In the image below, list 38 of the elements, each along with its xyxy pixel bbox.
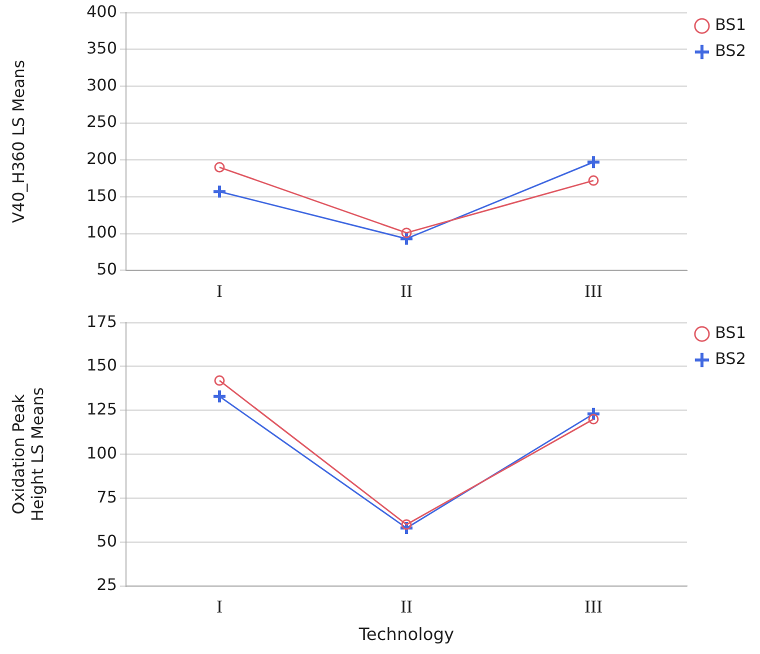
y-tick-label: 100 xyxy=(86,222,117,242)
y-tick-label: 150 xyxy=(86,186,117,205)
point xyxy=(212,388,227,404)
point xyxy=(212,184,227,200)
y-tick-label: 175 xyxy=(86,312,117,331)
legend-label: BS1 xyxy=(714,15,746,34)
y-axis-title: Oxidation Peak Height LS Means xyxy=(8,387,47,522)
legend-label: BS1 xyxy=(714,323,746,342)
x-tick-label: I xyxy=(216,596,222,617)
legend-label: BS2 xyxy=(714,349,746,368)
x-tick-label: II xyxy=(400,596,412,617)
y-tick-label: 100 xyxy=(86,443,117,462)
y-tick-label: 350 xyxy=(86,38,117,58)
y-tick-label: 200 xyxy=(86,149,117,168)
point xyxy=(214,375,225,386)
point xyxy=(588,414,599,424)
y-tick-label: 400 xyxy=(86,2,117,21)
point xyxy=(401,228,412,238)
y-tick-label: 150 xyxy=(86,356,117,375)
x-tick-label: I xyxy=(216,280,222,301)
y-tick-label: 300 xyxy=(86,75,117,94)
y-tick-label: 125 xyxy=(86,400,117,419)
point xyxy=(586,154,601,170)
point xyxy=(588,175,599,186)
x-tick-label: II xyxy=(400,280,412,301)
legend-label: BS2 xyxy=(714,41,746,60)
y-tick-label: 50 xyxy=(96,531,117,550)
y-tick-label: 75 xyxy=(96,487,117,506)
x-axis-title: Technology xyxy=(358,625,454,646)
point xyxy=(586,406,601,422)
x-tick-label: III xyxy=(584,596,602,617)
y-axis-title: V40_H360 LS Means xyxy=(8,60,28,224)
y-tick-label: 50 xyxy=(96,260,117,279)
y-tick-label: 250 xyxy=(86,112,117,132)
point xyxy=(401,519,412,530)
x-tick-label: III xyxy=(584,280,602,301)
y-tick-label: 25 xyxy=(96,575,117,594)
point xyxy=(214,162,225,173)
